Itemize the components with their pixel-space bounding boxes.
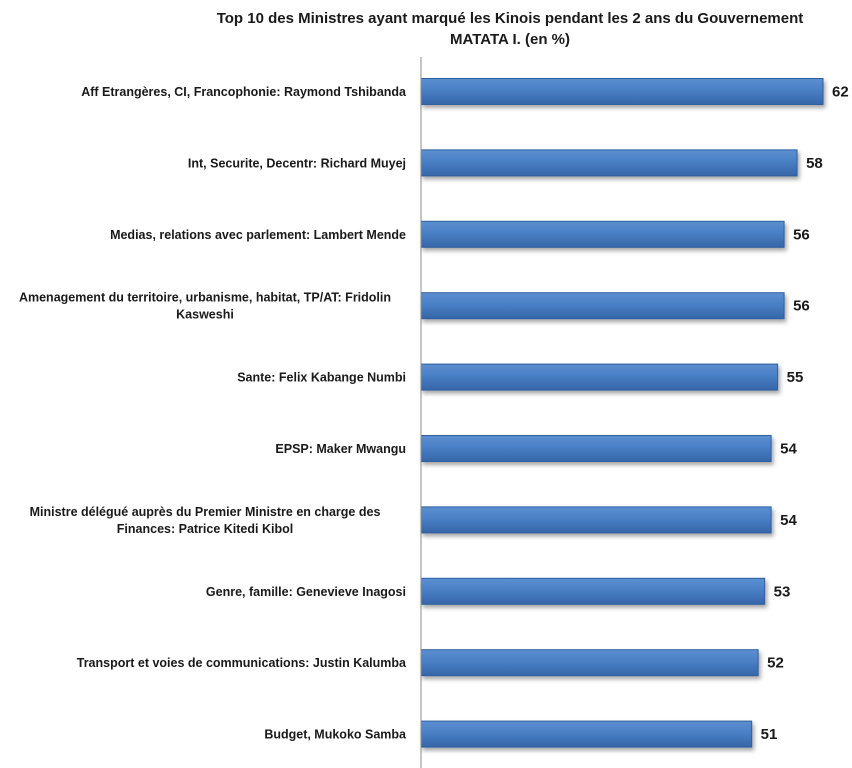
category-label-4-line-2: Kasweshi bbox=[176, 308, 234, 322]
category-label-9: Transport et voies de communications: Ju… bbox=[77, 656, 407, 670]
category-label-8: Genre, famille: Genevieve Inagosi bbox=[206, 585, 406, 599]
category-label-5: Sante: Felix Kabange Numbi bbox=[237, 371, 406, 385]
category-label-4-line-1: Amenagement du territoire, urbanisme, ha… bbox=[19, 291, 391, 305]
category-label-3-line-1: Medias, relations avec parlement: Lamber… bbox=[110, 228, 406, 242]
category-label-6: EPSP: Maker Mwangu bbox=[275, 442, 406, 456]
category-label-5-line-1: Sante: Felix Kabange Numbi bbox=[237, 371, 406, 385]
category-label-10: Budget, Mukoko Samba bbox=[264, 728, 407, 742]
category-label-7-line-1: Ministre délégué auprès du Premier Minis… bbox=[30, 505, 381, 519]
value-label-9: 52 bbox=[767, 655, 784, 672]
bar-3 bbox=[420, 220, 785, 248]
bar-10 bbox=[420, 720, 753, 748]
category-label-1: Aff Etrangères, CI, Francophonie: Raymon… bbox=[81, 85, 407, 99]
bar-2 bbox=[420, 149, 798, 177]
category-label-9-line-1: Transport et voies de communications: Ju… bbox=[77, 656, 407, 670]
bar-6 bbox=[420, 435, 772, 462]
bar-8 bbox=[420, 577, 766, 605]
value-label-2: 58 bbox=[806, 155, 823, 172]
category-label-2: Int, Securite, Decentr: Richard Muyej bbox=[188, 156, 406, 170]
category-label-2-line-1: Int, Securite, Decentr: Richard Muyej bbox=[188, 156, 406, 170]
value-label-8: 53 bbox=[774, 583, 791, 600]
value-label-3: 56 bbox=[793, 226, 810, 243]
category-label-4: Amenagement du territoire, urbanisme, ha… bbox=[19, 291, 391, 322]
category-label-7-line-2: Finances: Patrice Kitedi Kibol bbox=[117, 522, 293, 536]
chart-title: Top 10 des Ministres ayant marqué les Ki… bbox=[140, 8, 852, 50]
value-label-7: 54 bbox=[780, 512, 797, 529]
value-label-4: 56 bbox=[793, 298, 810, 315]
chart-title-line-1: Top 10 des Ministres ayant marqué les Ki… bbox=[216, 10, 804, 27]
bar-7 bbox=[420, 506, 772, 534]
category-label-8-line-1: Genre, famille: Genevieve Inagosi bbox=[206, 585, 406, 599]
value-label-10: 51 bbox=[761, 726, 778, 743]
bar-4 bbox=[420, 292, 785, 320]
chart-title-line-2: MATATA I. (en %) bbox=[450, 31, 570, 48]
bar-5 bbox=[420, 363, 779, 391]
category-label-7: Ministre délégué auprès du Premier Minis… bbox=[30, 505, 381, 536]
category-label-3: Medias, relations avec parlement: Lamber… bbox=[110, 228, 406, 242]
category-label-6-line-1: EPSP: Maker Mwangu bbox=[275, 442, 406, 456]
category-label-10-line-1: Budget, Mukoko Samba bbox=[264, 728, 407, 742]
value-label-6: 54 bbox=[780, 441, 797, 458]
bar-9 bbox=[420, 649, 759, 677]
category-label-1-line-1: Aff Etrangères, CI, Francophonie: Raymon… bbox=[81, 85, 407, 99]
value-label-5: 55 bbox=[787, 369, 804, 386]
bar-1 bbox=[420, 78, 824, 105]
value-label-1: 62 bbox=[832, 84, 849, 101]
